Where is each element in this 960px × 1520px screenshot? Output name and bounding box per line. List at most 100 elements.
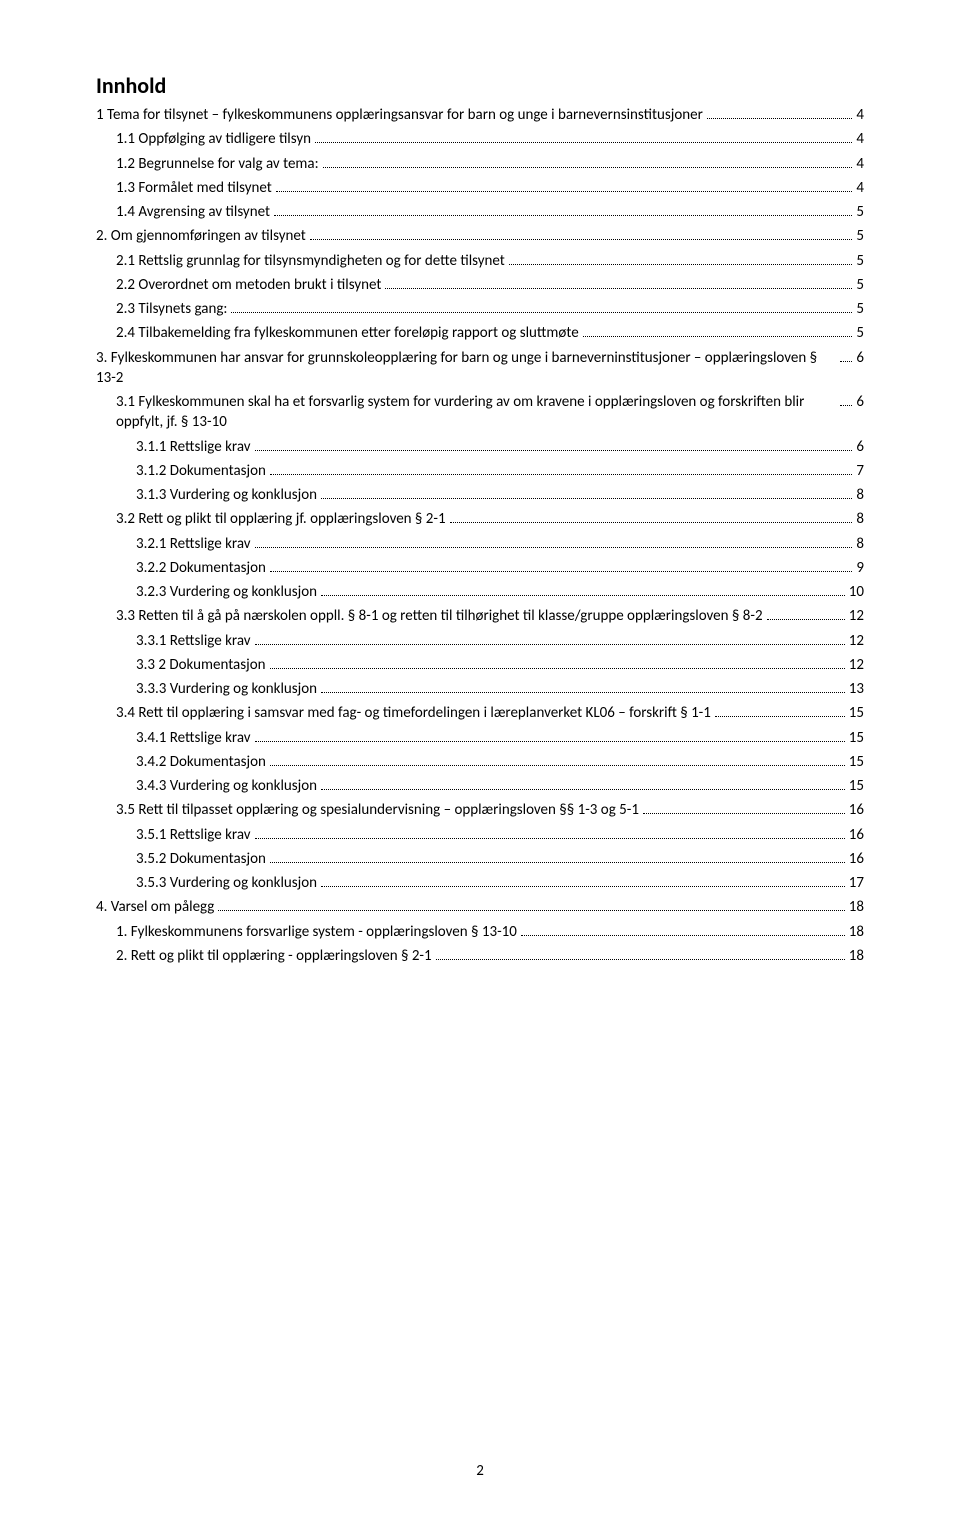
- toc-entry: 3.2.3 Vurdering og konklusjon10: [96, 582, 864, 602]
- toc-entry: 1.3 Formålet med tilsynet 4: [96, 178, 864, 198]
- toc-entry: 1.2 Begrunnelse for valg av tema:4: [96, 154, 864, 174]
- toc-dots: [385, 277, 852, 289]
- toc-entry-label: 3.5 Rett til tilpasset opplæring og spes…: [116, 800, 639, 820]
- toc-entry-page: 5: [856, 226, 864, 246]
- toc-entry-page: 18: [849, 946, 864, 966]
- toc-entry: 3.1.1 Rettslige krav 6: [96, 437, 864, 457]
- toc-dots: [270, 851, 845, 863]
- toc-entry-label: 3.5.3 Vurdering og konklusjon: [136, 873, 317, 893]
- toc-entry-page: 18: [849, 922, 864, 942]
- toc-entry-label: 3.3 2 Dokumentasjon: [136, 655, 266, 675]
- toc-entry-page: 13: [849, 679, 864, 699]
- toc-dots: [436, 948, 845, 960]
- toc-entry-page: 15: [849, 752, 864, 772]
- toc-dots: [255, 536, 853, 548]
- toc-entry-page: 6: [856, 392, 864, 412]
- toc-dots: [276, 180, 853, 192]
- toc-dots: [321, 779, 845, 791]
- toc-entry: 3.3.1 Rettslige krav 12: [96, 631, 864, 651]
- toc-heading: Innhold: [96, 72, 864, 99]
- toc-dots: [450, 512, 853, 524]
- toc-entry: 3.4.3 Vurdering og konklusjon15: [96, 776, 864, 796]
- toc-dots: [270, 657, 845, 669]
- toc-entry-label: 3.2.1 Rettslige krav: [136, 534, 251, 554]
- toc-entry-page: 5: [856, 202, 864, 222]
- toc-entry: 1. Fylkeskommunens forsvarlige system - …: [96, 922, 864, 942]
- toc-entry-label: 2. Om gjennomføringen av tilsynet: [96, 226, 306, 246]
- toc-dots: [270, 463, 853, 475]
- toc-entry-page: 15: [849, 703, 864, 723]
- table-of-contents: 1 Tema for tilsynet – fylkeskommunens op…: [96, 105, 864, 966]
- toc-entry-label: 3.5.1 Rettslige krav: [136, 825, 251, 845]
- toc-dots: [270, 560, 853, 572]
- page-number: 2: [0, 1462, 960, 1480]
- toc-dots: [255, 439, 853, 451]
- toc-entry-label: 4. Varsel om pålegg: [96, 897, 214, 917]
- toc-entry: 3.4.1 Rettslige krav 15: [96, 728, 864, 748]
- toc-entry-label: 3.1.2 Dokumentasjon: [136, 461, 266, 481]
- toc-entry-label: 1.4 Avgrensing av tilsynet: [116, 202, 270, 222]
- toc-entry-label: 3.3.3 Vurdering og konklusjon: [136, 679, 317, 699]
- toc-entry-page: 8: [856, 534, 864, 554]
- toc-entry: 3.1 Fylkeskommunen skal ha et forsvarlig…: [96, 392, 864, 433]
- toc-entry-page: 8: [856, 509, 864, 529]
- toc-entry: 3.2.1 Rettslige krav 8: [96, 534, 864, 554]
- toc-dots: [310, 229, 853, 241]
- toc-entry-page: 5: [856, 323, 864, 343]
- toc-dots: [521, 924, 845, 936]
- toc-dots: [643, 803, 845, 815]
- toc-entry-page: 4: [856, 178, 864, 198]
- toc-entry-label: 3. Fylkeskommunen har ansvar for grunnsk…: [96, 348, 836, 389]
- toc-dots: [767, 609, 845, 621]
- toc-dots: [323, 156, 853, 168]
- toc-entry-label: 3.1.1 Rettslige krav: [136, 437, 251, 457]
- toc-entry: 2. Om gjennomføringen av tilsynet 5: [96, 226, 864, 246]
- toc-entry: 1.1 Oppfølging av tidligere tilsyn4: [96, 129, 864, 149]
- toc-entry: 3.1.2 Dokumentasjon7: [96, 461, 864, 481]
- toc-entry-label: 1.2 Begrunnelse for valg av tema:: [116, 154, 319, 174]
- toc-dots: [707, 108, 853, 120]
- toc-entry: 3.5.2 Dokumentasjon 16: [96, 849, 864, 869]
- toc-entry-page: 12: [849, 631, 864, 651]
- toc-entry: 3. Fylkeskommunen har ansvar for grunnsk…: [96, 348, 864, 389]
- toc-dots: [231, 302, 852, 314]
- toc-entry-label: 3.3.1 Rettslige krav: [136, 631, 251, 651]
- toc-entry-label: 2.4 Tilbakemelding fra fylkeskommunen et…: [116, 323, 579, 343]
- toc-entry: 3.2.2 Dokumentasjon9: [96, 558, 864, 578]
- toc-entry-label: 3.4 Rett til opplæring i samsvar med fag…: [116, 703, 711, 723]
- toc-dots: [321, 585, 845, 597]
- toc-dots: [321, 682, 845, 694]
- toc-entry-label: 1. Fylkeskommunens forsvarlige system - …: [116, 922, 517, 942]
- toc-dots: [218, 900, 844, 912]
- toc-entry-page: 10: [849, 582, 864, 602]
- toc-entry-label: 3.5.2 Dokumentasjon: [136, 849, 266, 869]
- toc-dots: [274, 205, 852, 217]
- toc-entry: 2.3 Tilsynets gang:5: [96, 299, 864, 319]
- toc-entry: 2.4 Tilbakemelding fra fylkeskommunen et…: [96, 323, 864, 343]
- toc-entry-label: 3.4.1 Rettslige krav: [136, 728, 251, 748]
- toc-dots: [583, 326, 853, 338]
- toc-entry-page: 6: [856, 437, 864, 457]
- toc-entry: 3.1.3 Vurdering og konklusjon8: [96, 485, 864, 505]
- toc-entry-label: 1 Tema for tilsynet – fylkeskommunens op…: [96, 105, 703, 125]
- toc-entry: 2.2 Overordnet om metoden brukt i tilsyn…: [96, 275, 864, 295]
- toc-dots: [255, 730, 845, 742]
- toc-entry-page: 16: [849, 849, 864, 869]
- toc-dots: [840, 395, 852, 407]
- toc-entry-page: 15: [849, 728, 864, 748]
- toc-entry-label: 3.3 Retten til å gå på nærskolen oppll. …: [116, 606, 763, 626]
- toc-entry-label: 2. Rett og plikt til opplæring - opplæri…: [116, 946, 432, 966]
- toc-entry: 3.3.3 Vurdering og konklusjon 13: [96, 679, 864, 699]
- toc-dots: [315, 132, 852, 144]
- toc-entry: 3.5.3 Vurdering og konklusjon 17: [96, 873, 864, 893]
- toc-dots: [255, 827, 845, 839]
- toc-entry-label: 3.2 Rett og plikt til opplæring jf. oppl…: [116, 509, 446, 529]
- toc-entry-page: 17: [849, 873, 864, 893]
- toc-entry-label: 1.1 Oppfølging av tidligere tilsyn: [116, 129, 311, 149]
- toc-entry: 3.3 2 Dokumentasjon12: [96, 655, 864, 675]
- toc-entry-label: 1.3 Formålet med tilsynet: [116, 178, 272, 198]
- toc-entry-page: 9: [856, 558, 864, 578]
- toc-entry: 3.4.2 Dokumentasjon15: [96, 752, 864, 772]
- toc-entry: 3.4 Rett til opplæring i samsvar med fag…: [96, 703, 864, 723]
- toc-entry-page: 18: [849, 897, 864, 917]
